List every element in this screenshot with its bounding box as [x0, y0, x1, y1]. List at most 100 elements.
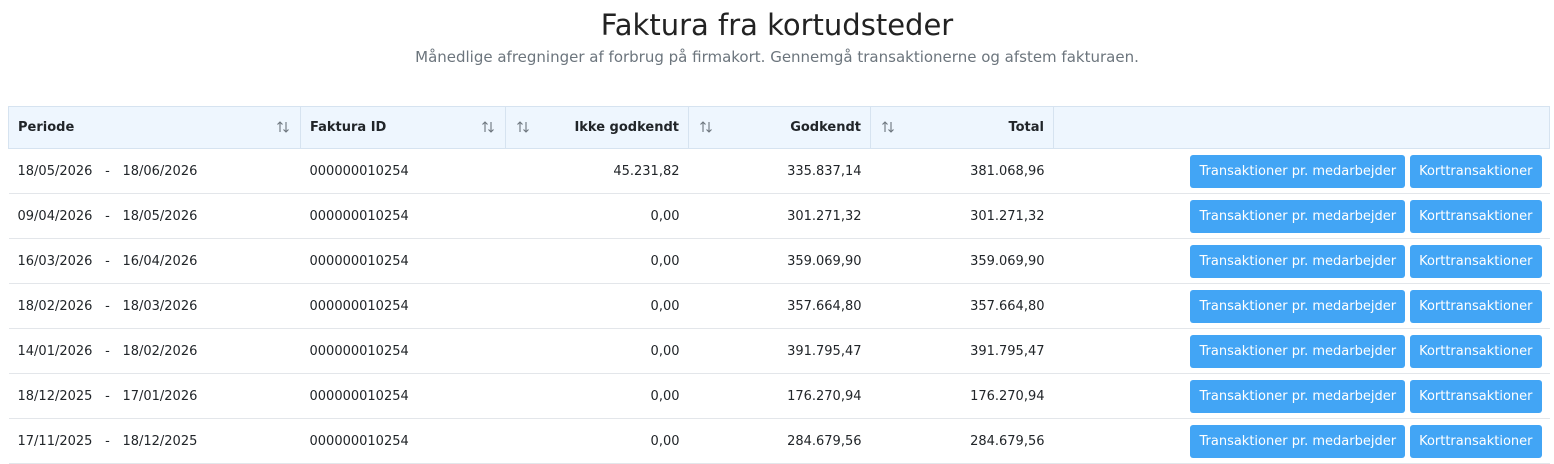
- approved-amount: 357.664,80: [688, 283, 871, 329]
- sort-icon[interactable]: [516, 120, 530, 134]
- period-start: 18/12/2025: [17, 388, 93, 404]
- invoice-id: 000000010254: [300, 328, 506, 374]
- total-amount: 381.068,96: [870, 148, 1054, 194]
- column-header: Faktura ID: [300, 106, 506, 149]
- not-approved-amount: 45.231,82: [505, 148, 689, 194]
- invoice-row: 18/12/2025-17/01/2026 000000010254 0,00 176…: [8, 373, 1550, 419]
- period-end: 18/06/2026: [122, 163, 198, 179]
- card-transactions-button[interactable]: Korttransaktioner: [1410, 424, 1542, 458]
- approved-amount: 301.271,32: [688, 193, 871, 239]
- not-approved-amount: 0,00: [505, 418, 689, 464]
- period-separator: -: [105, 298, 110, 314]
- period-start: 17/11/2025: [17, 433, 93, 449]
- approved-amount: 335.837,14: [688, 148, 871, 194]
- invoice-row: 18/05/2026-18/06/2026 000000010254 45.231,…: [8, 148, 1550, 194]
- not-approved-amount: 0,00: [505, 373, 689, 419]
- approved-amount: 391.795,47: [688, 328, 871, 374]
- column-label: Ikke godkendt: [574, 120, 679, 135]
- actions-cell: Transaktioner pr. medarbejder Korttransak…: [1053, 193, 1550, 239]
- table-body: 18/05/2026-18/06/2026 000000010254 45.231,…: [8, 148, 1550, 464]
- page-title: Faktura fra kortudsteder: [600, 8, 954, 42]
- card-transactions-button[interactable]: Korttransaktioner: [1410, 379, 1542, 413]
- period-end: 18/03/2026: [122, 298, 198, 314]
- period-separator: -: [105, 343, 110, 359]
- actions-header: [1053, 106, 1550, 149]
- approved-amount: 284.679,56: [688, 418, 871, 464]
- period-cell: 14/01/2026-18/02/2026: [8, 328, 301, 374]
- column-header: Total: [870, 106, 1054, 149]
- actions-cell: Transaktioner pr. medarbejder Korttransak…: [1053, 283, 1550, 329]
- approved-amount: 176.270,94: [688, 373, 871, 419]
- total-amount: 359.069,90: [870, 238, 1054, 284]
- total-amount: 357.664,80: [870, 283, 1054, 329]
- column-label: Godkendt: [790, 120, 861, 135]
- period-cell: 18/05/2026-18/06/2026: [8, 148, 301, 194]
- column-label: Periode: [18, 120, 75, 135]
- not-approved-amount: 0,00: [505, 328, 689, 374]
- sort-icon[interactable]: [276, 120, 290, 134]
- card-transactions-button[interactable]: Korttransaktioner: [1410, 289, 1542, 323]
- card-transactions-button[interactable]: Korttransaktioner: [1410, 154, 1542, 188]
- period-end: 18/12/2025: [122, 433, 198, 449]
- period-end: 16/04/2026: [122, 253, 198, 269]
- employee-transactions-button[interactable]: Transaktioner pr. medarbejder: [1190, 199, 1406, 233]
- not-approved-amount: 0,00: [505, 238, 689, 284]
- invoice-row: 17/11/2025-18/12/2025 000000010254 0,00 284…: [8, 418, 1550, 464]
- actions-cell: Transaktioner pr. medarbejder Korttransak…: [1053, 238, 1550, 284]
- employee-transactions-button[interactable]: Transaktioner pr. medarbejder: [1190, 154, 1406, 188]
- period-start: 18/05/2026: [17, 163, 93, 179]
- employee-transactions-button[interactable]: Transaktioner pr. medarbejder: [1190, 379, 1406, 413]
- period-start: 18/02/2026: [17, 298, 93, 314]
- card-transactions-button[interactable]: Korttransaktioner: [1410, 199, 1542, 233]
- invoice-id: 000000010254: [300, 373, 506, 419]
- total-amount: 391.795,47: [870, 328, 1054, 374]
- period-separator: -: [105, 388, 110, 404]
- employee-transactions-button[interactable]: Transaktioner pr. medarbejder: [1190, 289, 1406, 323]
- column-header: Godkendt: [688, 106, 871, 149]
- sort-icon[interactable]: [481, 120, 495, 134]
- period-end: 18/05/2026: [122, 208, 198, 224]
- page-subtitle: Månedlige afregninger af forbrug på firm…: [415, 48, 1139, 66]
- employee-transactions-button[interactable]: Transaktioner pr. medarbejder: [1190, 334, 1406, 368]
- actions-cell: Transaktioner pr. medarbejder Korttransak…: [1053, 148, 1550, 194]
- period-start: 09/04/2026: [17, 208, 93, 224]
- period-end: 17/01/2026: [122, 388, 198, 404]
- column-label: Faktura ID: [310, 120, 387, 135]
- invoice-row: 14/01/2026-18/02/2026 000000010254 0,00 391…: [8, 328, 1550, 374]
- employee-transactions-button[interactable]: Transaktioner pr. medarbejder: [1190, 424, 1406, 458]
- approved-amount: 359.069,90: [688, 238, 871, 284]
- period-start: 14/01/2026: [17, 343, 93, 359]
- invoice-id: 000000010254: [300, 193, 506, 239]
- invoice-id: 000000010254: [300, 238, 506, 284]
- period-separator: -: [105, 433, 110, 449]
- invoice-id: 000000010254: [300, 148, 506, 194]
- employee-transactions-button[interactable]: Transaktioner pr. medarbejder: [1190, 244, 1406, 278]
- period-cell: 16/03/2026-16/04/2026: [8, 238, 301, 284]
- header-row: Periode Faktura ID Ikke godkendt Godkendt To…: [8, 106, 1550, 149]
- invoice-row: 16/03/2026-16/04/2026 000000010254 0,00 359…: [8, 238, 1550, 284]
- actions-cell: Transaktioner pr. medarbejder Korttransak…: [1053, 373, 1550, 419]
- invoice-table: Periode Faktura ID Ikke godkendt Godkendt To…: [8, 106, 1550, 464]
- invoice-row: 18/02/2026-18/03/2026 000000010254 0,00 357…: [8, 283, 1550, 329]
- actions-cell: Transaktioner pr. medarbejder Korttransak…: [1053, 418, 1550, 464]
- sort-icon[interactable]: [699, 120, 713, 134]
- column-label: Total: [1008, 120, 1044, 135]
- period-end: 18/02/2026: [122, 343, 198, 359]
- not-approved-amount: 0,00: [505, 193, 689, 239]
- period-cell: 09/04/2026-18/05/2026: [8, 193, 301, 239]
- invoice-row: 09/04/2026-18/05/2026 000000010254 0,00 301…: [8, 193, 1550, 239]
- card-transactions-button[interactable]: Korttransaktioner: [1410, 334, 1542, 368]
- period-separator: -: [105, 208, 110, 224]
- card-transactions-button[interactable]: Korttransaktioner: [1410, 244, 1542, 278]
- period-cell: 18/02/2026-18/03/2026: [8, 283, 301, 329]
- total-amount: 301.271,32: [870, 193, 1054, 239]
- column-header: Ikke godkendt: [505, 106, 689, 149]
- period-cell: 18/12/2025-17/01/2026: [8, 373, 301, 419]
- period-separator: -: [105, 163, 110, 179]
- invoice-id: 000000010254: [300, 418, 506, 464]
- table-head: Periode Faktura ID Ikke godkendt Godkendt To…: [8, 106, 1550, 149]
- sort-icon[interactable]: [881, 120, 895, 134]
- total-amount: 284.679,56: [870, 418, 1054, 464]
